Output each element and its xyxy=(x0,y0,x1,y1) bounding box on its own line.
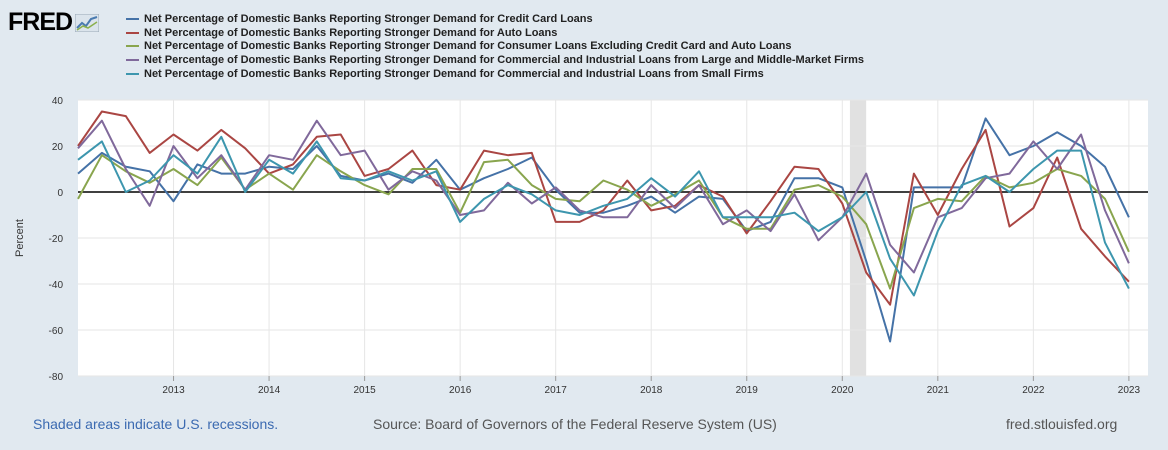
legend-label: Net Percentage of Domestic Banks Reporti… xyxy=(144,12,593,25)
x-tick-label: 2019 xyxy=(736,385,759,396)
x-tick-label: 2016 xyxy=(449,385,472,396)
legend-item-5[interactable]: Net Percentage of Domestic Banks Reporti… xyxy=(126,67,864,81)
legend-label: Net Percentage of Domestic Banks Reporti… xyxy=(144,40,792,53)
y-tick-label: -40 xyxy=(49,280,64,291)
legend-item-1[interactable]: Net Percentage of Domestic Banks Reporti… xyxy=(126,12,864,26)
legend-item-2[interactable]: Net Percentage of Domestic Banks Reporti… xyxy=(126,26,864,40)
legend-swatch xyxy=(126,31,139,34)
y-tick-label: 40 xyxy=(52,96,64,107)
source-text: Source: Board of Governors of the Federa… xyxy=(373,416,777,432)
x-tick-label: 2023 xyxy=(1118,385,1141,396)
y-axis-label: Percent xyxy=(14,219,26,257)
chart-legend: Net Percentage of Domestic Banks Reporti… xyxy=(126,12,864,81)
legend-label: Net Percentage of Domestic Banks Reporti… xyxy=(144,26,558,39)
legend-label: Net Percentage of Domestic Banks Reporti… xyxy=(144,68,764,81)
x-tick-label: 2020 xyxy=(831,385,854,396)
legend-item-4[interactable]: Net Percentage of Domestic Banks Reporti… xyxy=(126,53,864,67)
recession-note[interactable]: Shaded areas indicate U.S. recessions. xyxy=(33,416,279,432)
series-line-1 xyxy=(77,117,1130,343)
legend-label: Net Percentage of Domestic Banks Reporti… xyxy=(144,54,865,67)
series-line-4 xyxy=(77,119,1130,274)
legend-item-3[interactable]: Net Percentage of Domestic Banks Reporti… xyxy=(126,40,864,54)
x-tick-label: 2021 xyxy=(927,385,950,396)
y-tick-label: 0 xyxy=(57,188,63,199)
fred-logo[interactable]: FRED xyxy=(8,8,100,37)
legend-swatch xyxy=(126,73,139,76)
legend-swatch xyxy=(126,59,139,62)
x-tick-label: 2014 xyxy=(258,385,281,396)
x-tick-label: 2015 xyxy=(353,385,376,396)
trend-graph-icon xyxy=(75,13,100,32)
site-link[interactable]: fred.stlouisfed.org xyxy=(1006,416,1118,432)
y-tick-label: -80 xyxy=(49,372,64,383)
x-tick-label: 2022 xyxy=(1022,385,1045,396)
series-line-2 xyxy=(77,110,1130,306)
logo-text: FRED xyxy=(8,8,73,36)
y-tick-label: -20 xyxy=(49,234,64,245)
x-tick-label: 2013 xyxy=(162,385,185,396)
y-tick-label: 20 xyxy=(52,142,64,153)
y-tick-label: -60 xyxy=(49,326,64,337)
legend-swatch xyxy=(126,45,139,48)
x-tick-label: 2017 xyxy=(545,385,568,396)
legend-swatch xyxy=(126,17,139,20)
x-tick-label: 2018 xyxy=(640,385,663,396)
series-line-5 xyxy=(77,135,1130,297)
